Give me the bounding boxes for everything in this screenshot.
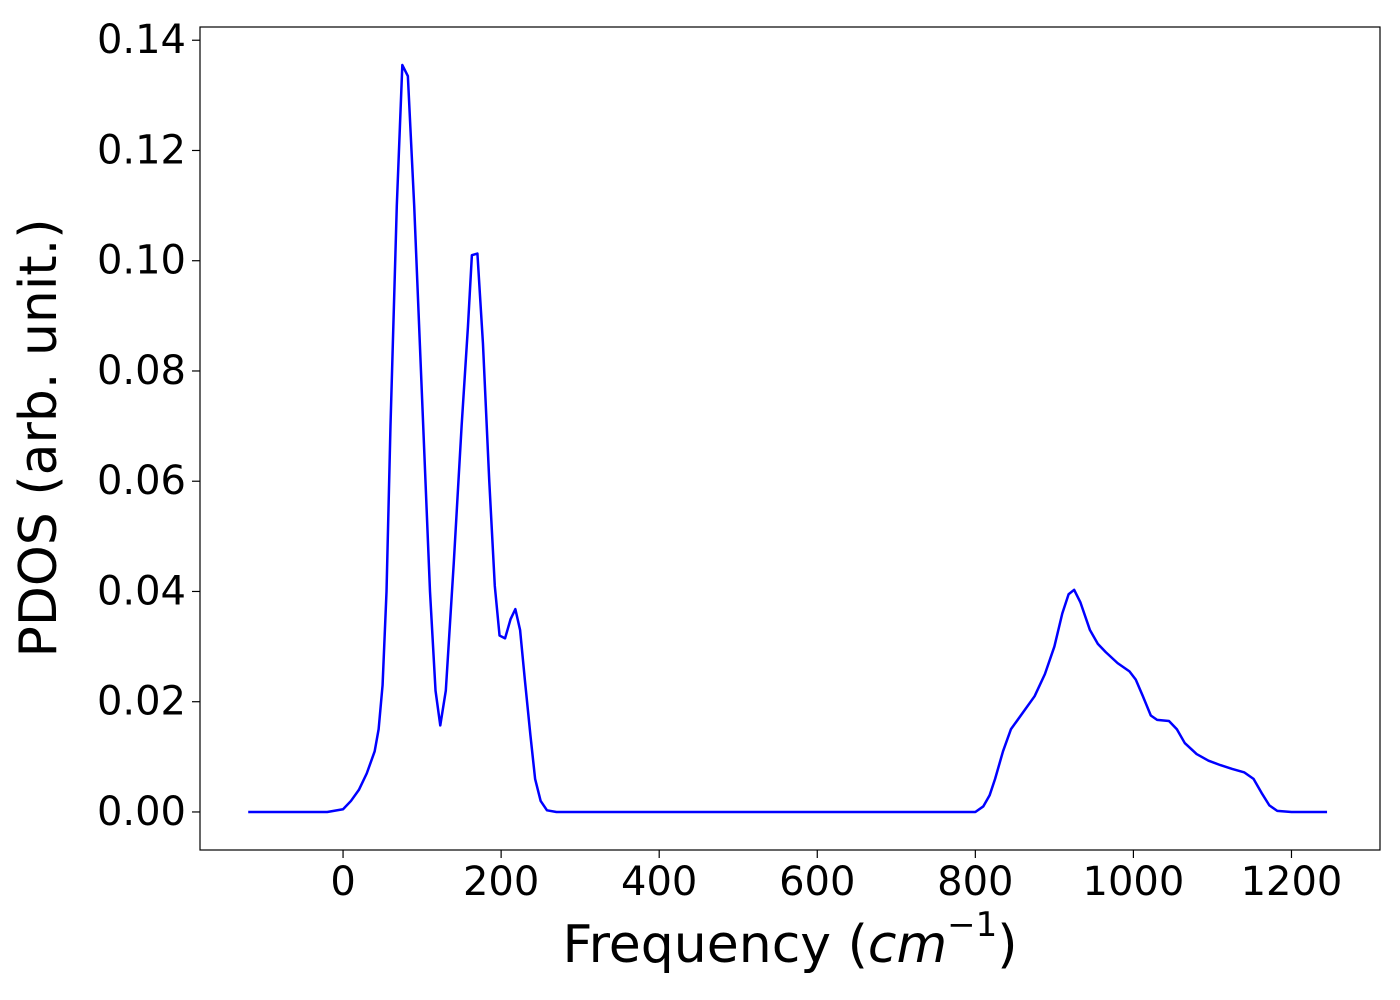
x-tick-label: 200 bbox=[463, 859, 539, 905]
x-tick-label: 800 bbox=[937, 859, 1013, 905]
y-tick-label: 0.10 bbox=[97, 238, 186, 284]
y-tick-label: 0.00 bbox=[97, 789, 186, 835]
data-line bbox=[248, 63, 1328, 814]
y-tick-label: 0.02 bbox=[97, 679, 186, 725]
y-tick-label: 0.14 bbox=[97, 17, 186, 63]
y-tick-label: 0.04 bbox=[97, 568, 186, 614]
x-tick-label: 1000 bbox=[1083, 859, 1185, 905]
x-label-exponent: −1 bbox=[947, 905, 997, 945]
y-axis-label: PDOS (arb. unit.) bbox=[9, 218, 69, 657]
x-label-text: Frequency ( bbox=[562, 915, 867, 975]
plot-frame bbox=[199, 26, 1381, 851]
y-tick-label: 0.08 bbox=[97, 348, 186, 394]
x-axis-label: Frequency (cm−1) bbox=[562, 905, 1017, 976]
x-tick-label: 0 bbox=[330, 859, 355, 905]
x-tick-label: 600 bbox=[779, 859, 855, 905]
x-label-unit: cm bbox=[868, 915, 947, 975]
y-tick-label: 0.12 bbox=[97, 127, 186, 173]
x-tick-label: 400 bbox=[621, 859, 697, 905]
x-tick-label: 1200 bbox=[1241, 859, 1343, 905]
x-label-close: ) bbox=[997, 915, 1017, 975]
y-tick-label: 0.06 bbox=[97, 458, 186, 504]
